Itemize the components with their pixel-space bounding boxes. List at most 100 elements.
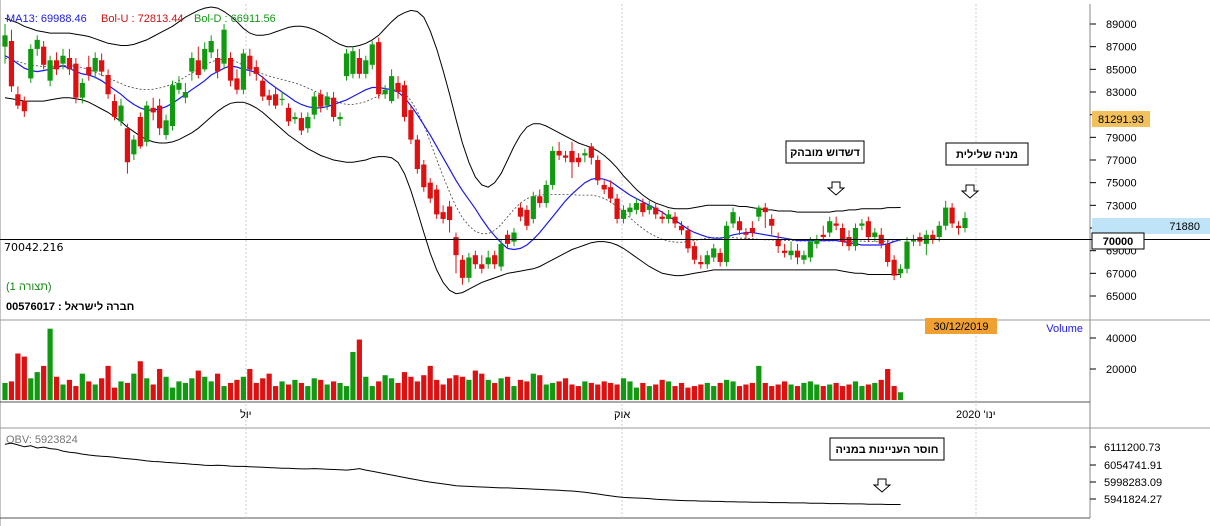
candle-body [788, 250, 794, 256]
volume-bar [846, 384, 852, 400]
annotation-falling-box [785, 140, 865, 164]
volume-bar [472, 370, 478, 400]
volume-bar [659, 379, 665, 400]
candle-body [749, 228, 755, 233]
volume-bar [885, 369, 891, 400]
candle-body [137, 116, 143, 147]
candle-body [34, 39, 40, 49]
candle-body [215, 58, 221, 72]
volume-bar [724, 379, 730, 400]
volume-bar [562, 378, 569, 400]
candle-body [659, 216, 665, 219]
volume-bar [34, 372, 40, 400]
volume-bar [646, 386, 652, 400]
candlestick-series [2, 24, 968, 285]
candle-body [434, 189, 440, 215]
candle-body [2, 35, 8, 47]
legend-bol-u: Bol-U : 72813.44 [101, 13, 184, 25]
candle-body [53, 60, 60, 70]
candle-body [839, 228, 846, 242]
annotation-no-interest[interactable]: חוסר העניינות במניה [829, 437, 945, 493]
price-tick-label: 87000 [1106, 42, 1137, 54]
candle-body [608, 187, 614, 199]
volume-bar [305, 386, 311, 400]
obv-axis: 6111200.73 6054741.91 5998283.09 5941824… [1090, 442, 1162, 506]
volume-bar [369, 386, 375, 400]
candle-body [253, 67, 259, 74]
volume-bar [633, 387, 640, 400]
cursor-price-label: 81291.93 [1098, 114, 1144, 126]
candle-body [150, 107, 156, 113]
volume-bar [118, 381, 124, 400]
line-price-badge [1091, 232, 1145, 250]
candle-body [28, 48, 34, 79]
obv-title: OBV: 5923824 [6, 434, 78, 446]
volume-bar [878, 379, 884, 400]
volume-bar [820, 386, 826, 400]
price-axis: 8900087000850008300081000790007700075000… [1090, 19, 1137, 303]
volume-bar [517, 379, 524, 400]
volume-bar [543, 384, 549, 400]
candle-body [453, 237, 459, 256]
indicator-legend: MA13: 69988.46 Bol-U : 72813.44 Bol-D : … [6, 13, 276, 25]
volume-bar [807, 381, 813, 400]
volume-bar [685, 387, 691, 400]
volume-bar [756, 365, 762, 400]
candle-body [955, 225, 962, 228]
volume-bar [311, 378, 317, 400]
volume-bar [537, 375, 543, 400]
volume-bar [28, 378, 34, 400]
candle-body [595, 160, 601, 181]
volume-bar [814, 384, 820, 400]
candle-body [330, 97, 337, 117]
down-arrow-icon [826, 181, 846, 196]
volume-bar [569, 384, 575, 400]
volume-bar [382, 375, 388, 400]
candle-body [343, 53, 350, 77]
cursor-price-badge [1092, 111, 1150, 127]
candle-body [227, 58, 234, 81]
candle-body [421, 164, 427, 188]
candle-body [202, 48, 208, 70]
volume-bar [330, 381, 337, 400]
price-tick-label: 73000 [1106, 200, 1137, 212]
volume-bar [640, 382, 646, 400]
volume-bar [350, 351, 356, 400]
candle-body [324, 96, 330, 106]
annotation-falling[interactable]: דשדוש מובהק [785, 140, 865, 196]
candle-body [678, 225, 685, 231]
volume-tick-20000: 20000 [1106, 364, 1137, 376]
candle-body [897, 268, 904, 274]
volume-bar [298, 382, 304, 400]
volume-bar [144, 378, 150, 400]
annotation-negative[interactable]: מניה שלילית [945, 142, 1029, 199]
volume-bar [666, 381, 672, 400]
volume-bar [395, 382, 401, 400]
candle-body [369, 44, 375, 65]
volume-bar [260, 378, 266, 400]
price-tick-label: 75000 [1106, 178, 1137, 190]
volume-bar [736, 386, 743, 400]
annotation-falling-text: דשדוש מובהק [790, 147, 860, 159]
volume-bar [150, 384, 156, 400]
candle-body [781, 250, 788, 253]
candle-body [111, 101, 118, 117]
volume-bar [582, 381, 588, 400]
price-tick-label: 65000 [1106, 291, 1137, 303]
volume-bar [788, 384, 794, 400]
volume-bar [318, 379, 324, 400]
candle-body [260, 80, 266, 97]
volume-bar [53, 376, 60, 400]
candle-body [382, 89, 388, 95]
candle-body [318, 94, 324, 107]
volume-bar [111, 387, 118, 400]
candle-body [21, 101, 27, 112]
volume-bar [427, 365, 433, 400]
volume-bar [781, 381, 788, 400]
candle-body [769, 218, 775, 226]
volume-bar [672, 386, 678, 400]
candle-body [846, 237, 852, 247]
candle-body [60, 55, 66, 64]
